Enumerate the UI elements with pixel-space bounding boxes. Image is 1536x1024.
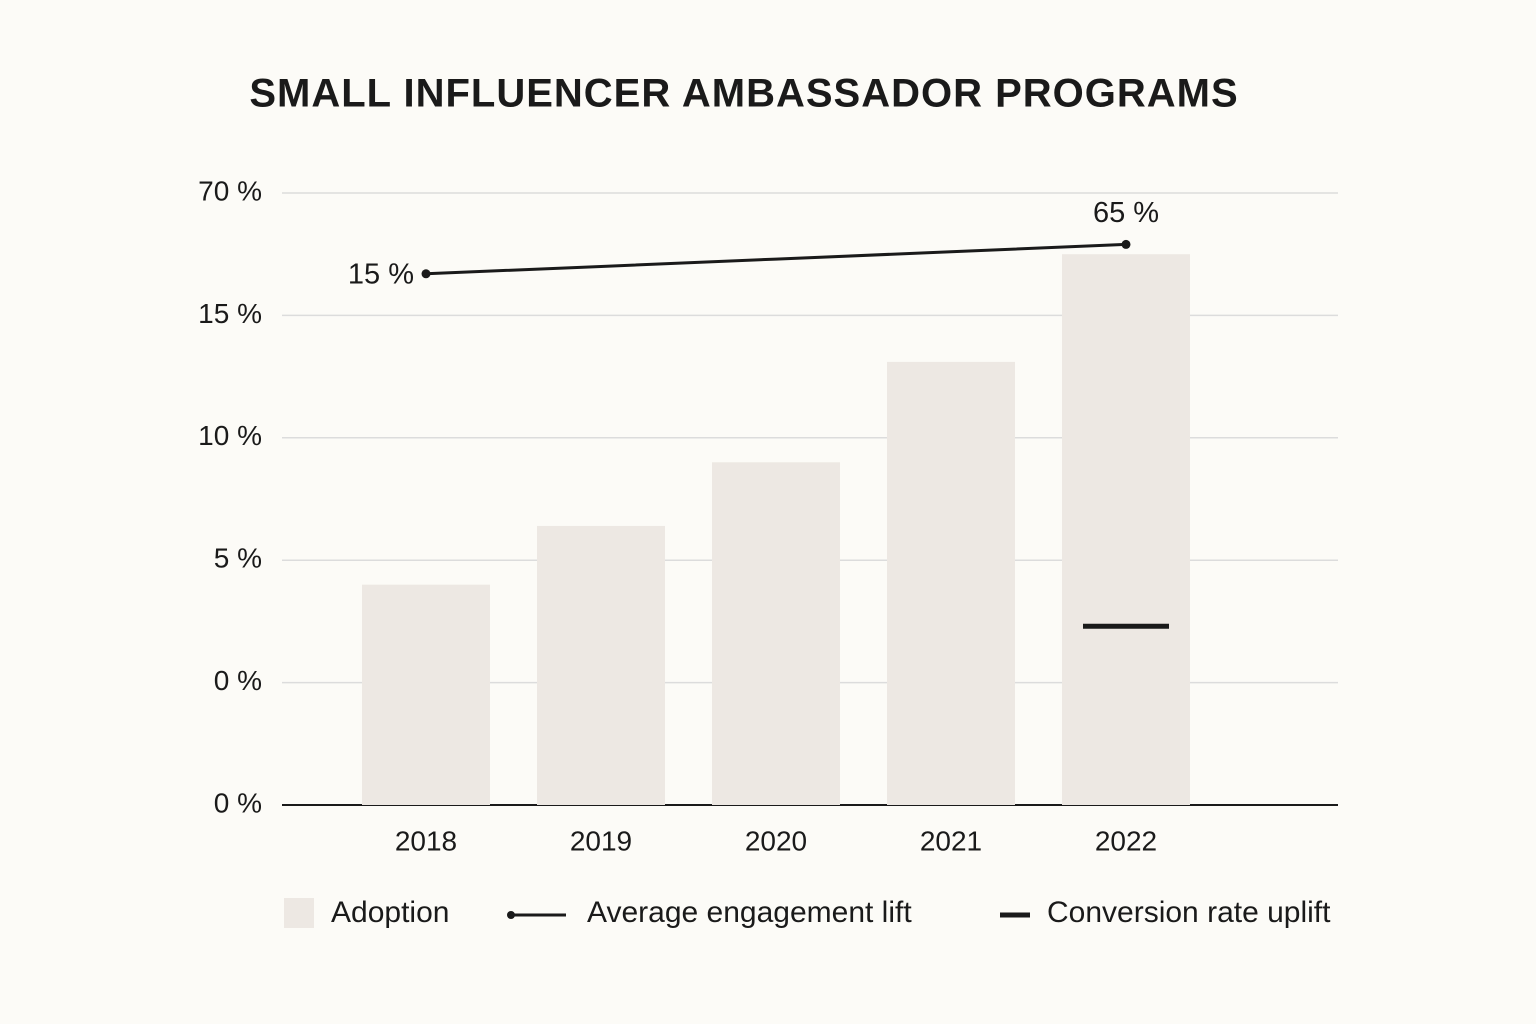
y-tick-label: 70 % xyxy=(198,175,262,206)
chart-title: SMALL INFLUENCER AMBASSADOR PROGRAMS xyxy=(249,72,1238,116)
x-tick-label: 2020 xyxy=(745,825,807,856)
x-tick-label: 2019 xyxy=(570,825,632,856)
bar xyxy=(712,462,840,805)
x-tick-label: 2022 xyxy=(1095,825,1157,856)
y-tick-label: 15 % xyxy=(198,298,262,329)
bar xyxy=(537,525,665,805)
data-label: 65 % xyxy=(1093,197,1159,229)
bar xyxy=(887,361,1015,805)
legend-label: Adoption xyxy=(331,896,449,929)
legend-swatch xyxy=(507,911,515,919)
x-tick-label: 2018 xyxy=(395,825,457,856)
bar xyxy=(1062,254,1190,805)
data-label: 15 % xyxy=(348,258,414,290)
bar xyxy=(362,584,490,805)
y-tick-label: 0 % xyxy=(214,665,262,696)
line xyxy=(425,242,1127,276)
legend-label: Average engagement lift xyxy=(587,896,912,929)
y-tick-label: 5 % xyxy=(214,543,262,574)
y-tick-label: 10 % xyxy=(198,420,262,451)
legend-label: Conversion rate uplift xyxy=(1047,896,1331,929)
legend-swatch xyxy=(284,898,314,928)
line-point xyxy=(1121,239,1131,249)
y-tick-label: 0 % xyxy=(214,787,262,818)
x-tick-label: 2021 xyxy=(920,825,982,856)
line-point xyxy=(421,269,431,279)
